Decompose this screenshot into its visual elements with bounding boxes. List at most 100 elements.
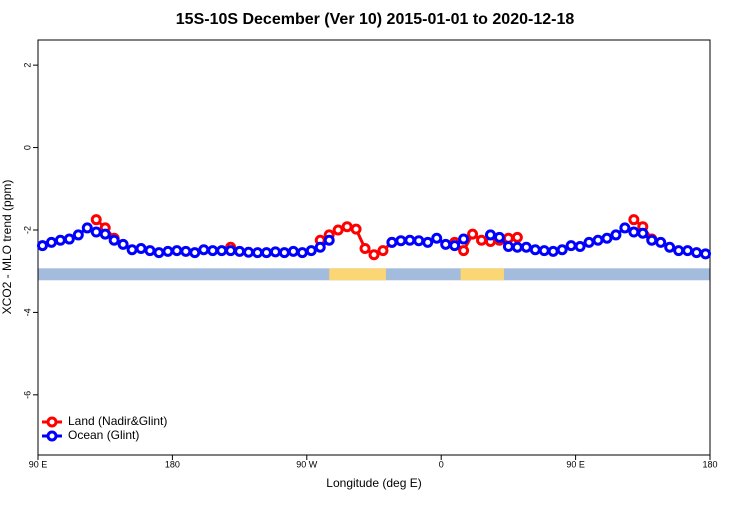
series-point: [538, 245, 550, 257]
series-point: [529, 244, 541, 256]
series-point: [63, 233, 75, 245]
series-point: [422, 236, 434, 248]
series-point: [350, 223, 362, 235]
series-point: [45, 236, 57, 248]
y-tick-label: 0: [22, 145, 32, 150]
series-point: [287, 245, 299, 257]
legend-marker: [46, 430, 58, 442]
series-point: [458, 245, 470, 257]
series-point: [332, 224, 344, 236]
x-tick-label: 90 W: [296, 459, 318, 469]
series-point: [189, 247, 201, 259]
series-point: [592, 234, 604, 246]
series-point: [413, 235, 425, 247]
series-point: [144, 245, 156, 257]
series-point: [225, 245, 237, 257]
land-band: [460, 268, 504, 281]
series-point: [180, 245, 192, 257]
series-point: [90, 226, 102, 238]
series-point: [296, 247, 308, 259]
series-point: [126, 244, 138, 256]
series-point: [171, 245, 183, 257]
series-point: [377, 245, 389, 257]
series-point: [395, 235, 407, 247]
x-tick-label: 180: [702, 459, 717, 469]
series-point: [431, 232, 443, 244]
x-tick-label: 90 E: [29, 459, 48, 469]
series-point: [601, 232, 613, 244]
series-point: [90, 214, 102, 226]
series-point: [314, 241, 326, 253]
x-tick-label: 0: [439, 459, 444, 469]
series-point: [682, 245, 694, 257]
series-point: [207, 245, 219, 257]
series-point: [54, 234, 66, 246]
series-point: [655, 236, 667, 248]
series-point: [646, 234, 658, 246]
series-point: [252, 247, 264, 259]
series-point: [404, 234, 416, 246]
series-point: [673, 245, 685, 257]
series-point: [368, 249, 380, 261]
series-point: [108, 234, 120, 246]
series-point: [628, 214, 640, 226]
chart-title: 15S-10S December (Ver 10) 2015-01-01 to …: [176, 11, 575, 28]
series-point: [691, 247, 703, 259]
x-tick-label: 180: [165, 459, 180, 469]
series-point: [583, 236, 595, 248]
series-point: [467, 228, 479, 240]
series-point: [72, 229, 84, 241]
series-point: [556, 244, 568, 256]
series-point: [484, 229, 496, 241]
land-band: [329, 268, 386, 281]
series-point: [243, 246, 255, 258]
series-point: [520, 241, 532, 253]
series-point: [449, 240, 461, 252]
series-point: [234, 245, 246, 257]
series-point: [36, 240, 48, 252]
series-point: [216, 245, 228, 257]
series-point: [637, 227, 649, 239]
y-tick-label: -4: [22, 308, 32, 316]
series-point: [323, 234, 335, 246]
legend-label: Ocean (Glint): [68, 428, 139, 442]
series-point: [359, 243, 371, 255]
series-point: [664, 241, 676, 253]
series-point: [269, 246, 281, 258]
series-point: [511, 241, 523, 253]
series-point: [386, 236, 398, 248]
x-tick-label: 90 E: [566, 459, 585, 469]
series-point: [458, 233, 470, 245]
y-tick-label: -2: [22, 226, 32, 234]
series-point: [81, 222, 93, 234]
series-point: [476, 234, 488, 246]
series-point: [565, 240, 577, 252]
series-point: [574, 240, 586, 252]
series-point: [547, 245, 559, 257]
series-point: [135, 243, 147, 255]
series-point: [305, 245, 317, 257]
series-point: [278, 247, 290, 259]
y-tick-label: -6: [22, 391, 32, 399]
legend-marker: [46, 416, 58, 428]
series-point: [99, 228, 111, 240]
series-point: [153, 247, 165, 259]
series-point: [610, 229, 622, 241]
series-point: [162, 245, 174, 257]
series-point: [440, 238, 452, 250]
y-tick-label: 2: [22, 63, 32, 68]
series-point: [628, 226, 640, 238]
series-point: [619, 222, 631, 234]
series-point: [117, 238, 129, 250]
series-point: [700, 248, 712, 260]
series-point: [502, 240, 514, 252]
series-point: [341, 221, 353, 233]
series-point: [493, 231, 505, 243]
legend-label: Land (Nadir&Glint): [68, 414, 167, 428]
series-point: [198, 244, 210, 256]
series-point: [260, 247, 272, 259]
series-point: [511, 231, 523, 243]
y-axis-label: XCO2 - MLO trend (ppm): [0, 180, 14, 315]
x-axis-label: Longitude (deg E): [326, 476, 421, 490]
